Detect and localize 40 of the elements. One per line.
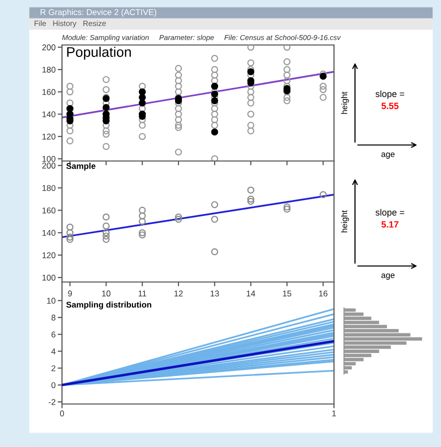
text: 5.17 <box>381 221 398 228</box>
text: 5.55 <box>381 102 399 110</box>
text: Sampling distribution <box>66 302 152 310</box>
y-tick-label: 140 <box>42 111 56 118</box>
y-tick-label: 0 <box>51 382 56 388</box>
x-tick-label: 15 <box>282 290 292 296</box>
text: slope = <box>376 208 404 218</box>
x-tick-label: 13 <box>210 290 219 296</box>
x-tick-label: 9 <box>68 290 72 296</box>
y-tick-label: 160 <box>42 89 56 95</box>
text: slope = <box>376 90 404 99</box>
x-tick-label: 16 <box>319 290 328 296</box>
x-tick-label: 10 <box>102 290 110 296</box>
x-tick-label: 12 <box>174 290 183 296</box>
y-tick-label: 120 <box>42 252 56 258</box>
y-tick-label: 100 <box>42 156 56 162</box>
y-tick-label: -2 <box>48 399 56 405</box>
text: R Graphics: Device 2 (ACTIVE) <box>40 8 156 17</box>
y-tick-label: 180 <box>42 66 56 73</box>
text: height <box>341 92 349 114</box>
chart-title: Population <box>67 46 131 60</box>
y-tick-label: 2 <box>52 365 56 372</box>
x-tick-label: 1 <box>332 410 336 416</box>
y-tick-label: 160 <box>42 207 56 214</box>
y-tick-label: 200 <box>42 162 56 169</box>
text: height <box>341 210 349 232</box>
text: age <box>381 274 395 280</box>
y-tick-label: 180 <box>42 185 56 191</box>
text: age <box>381 152 395 159</box>
y-tick-label: 120 <box>42 134 56 140</box>
x-tick-label: 11 <box>138 290 146 296</box>
y-tick-label: 8 <box>51 314 56 321</box>
x-tick-label: 14 <box>246 290 256 296</box>
y-tick-label: 200 <box>42 44 56 50</box>
chart-title: Sample <box>66 162 96 171</box>
y-tick-label: 6 <box>52 332 56 338</box>
y-tick-label: 10 <box>47 298 56 304</box>
y-tick-label: 100 <box>42 274 56 281</box>
y-tick-label: 140 <box>42 230 56 236</box>
y-tick-label: 4 <box>51 348 56 354</box>
